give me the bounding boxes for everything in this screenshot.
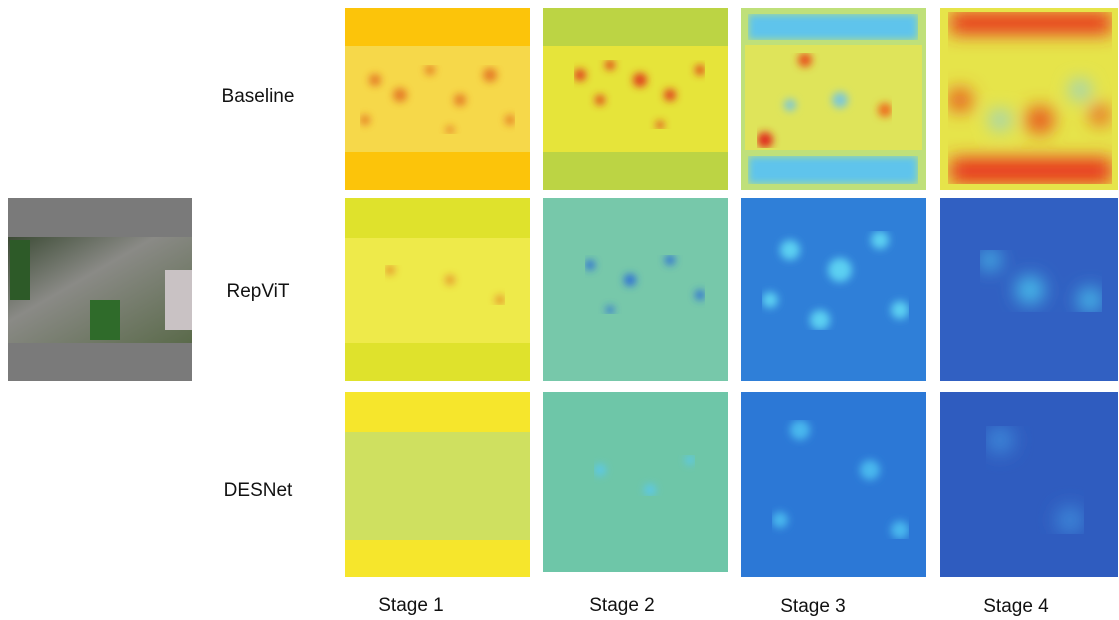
feature-map xyxy=(543,198,728,381)
row-label: RepViT xyxy=(226,281,289,302)
column-label: Stage 1 xyxy=(378,595,444,616)
feature-map xyxy=(543,392,728,572)
feature-map xyxy=(940,8,1118,190)
feature-map xyxy=(345,8,530,190)
input-image xyxy=(8,198,192,381)
feature-map xyxy=(940,198,1118,381)
feature-map xyxy=(345,392,530,577)
column-label: Stage 2 xyxy=(589,595,655,616)
feature-map xyxy=(345,198,530,381)
feature-map xyxy=(741,392,926,577)
feature-map xyxy=(741,8,926,190)
figure: Baseline RepViT DESNet Stage 1 Stage 2 S… xyxy=(0,0,1119,620)
row-label: Baseline xyxy=(222,86,295,107)
feature-map xyxy=(741,198,926,381)
column-label: Stage 3 xyxy=(780,596,846,617)
row-label: DESNet xyxy=(224,480,293,501)
column-label: Stage 4 xyxy=(983,596,1049,617)
feature-map xyxy=(543,8,728,190)
feature-map xyxy=(940,392,1118,577)
